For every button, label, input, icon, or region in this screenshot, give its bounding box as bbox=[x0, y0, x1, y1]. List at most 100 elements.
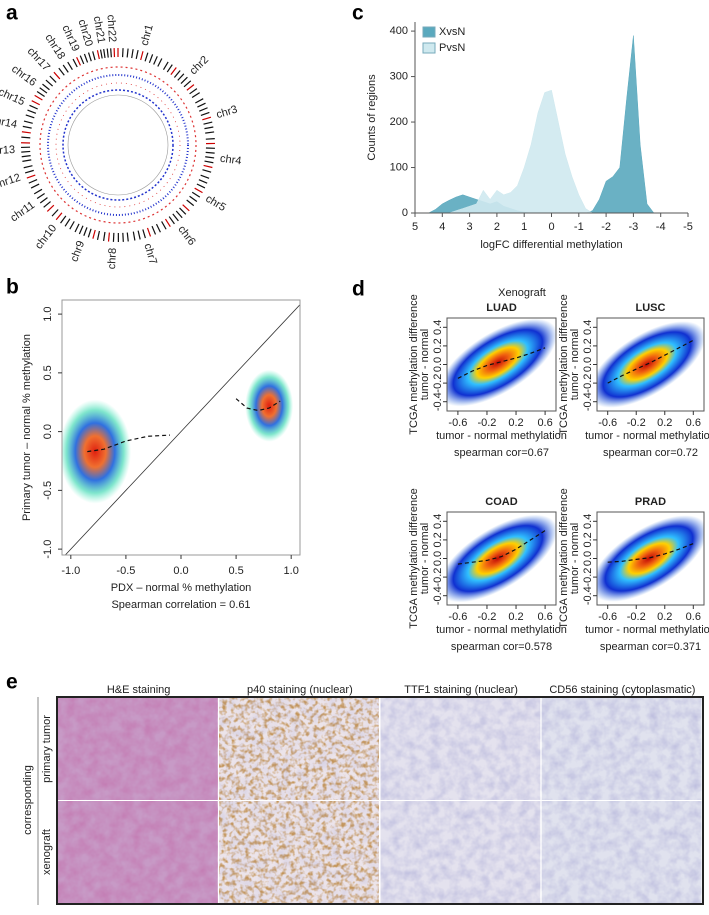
band bbox=[106, 48, 109, 58]
band bbox=[22, 125, 32, 129]
track bbox=[55, 82, 181, 208]
x-tick-label: 5 bbox=[412, 221, 418, 233]
column-header: H&E staining bbox=[107, 684, 171, 696]
panel-label: e bbox=[6, 671, 18, 694]
band bbox=[29, 104, 38, 110]
x-tick-label: -0.2 bbox=[477, 417, 496, 429]
band bbox=[78, 225, 84, 235]
plot-area bbox=[447, 514, 556, 603]
track bbox=[62, 89, 174, 201]
band bbox=[49, 75, 57, 83]
row-label: primary tumor bbox=[41, 715, 53, 783]
y-tick-label: 0.2 bbox=[582, 338, 594, 353]
panel-label: a bbox=[6, 2, 18, 25]
x-tick-label: 0.2 bbox=[657, 611, 672, 623]
x-tick-label: 0.6 bbox=[686, 417, 701, 429]
band bbox=[137, 230, 141, 240]
band bbox=[46, 204, 55, 212]
y-tick-label: 0.0 bbox=[432, 551, 444, 566]
band bbox=[203, 164, 213, 169]
band bbox=[205, 151, 215, 154]
band bbox=[200, 174, 210, 179]
band bbox=[51, 209, 59, 217]
micrograph-texture bbox=[219, 698, 379, 800]
band bbox=[205, 156, 215, 159]
band bbox=[197, 102, 206, 108]
band bbox=[83, 53, 89, 63]
group-label: corresponding bbox=[22, 765, 34, 835]
band bbox=[43, 201, 51, 208]
band bbox=[151, 225, 157, 235]
chromosome-label: chr9 bbox=[68, 239, 87, 263]
band bbox=[175, 210, 183, 219]
x-tick-label: -3 bbox=[629, 221, 639, 233]
y-tick-label: -0.4 bbox=[582, 392, 594, 411]
band bbox=[146, 227, 152, 237]
identity-line bbox=[64, 304, 300, 555]
band bbox=[196, 183, 206, 189]
band bbox=[62, 64, 69, 73]
band bbox=[203, 121, 213, 125]
plot-area bbox=[597, 515, 704, 602]
band bbox=[21, 136, 31, 139]
band bbox=[182, 204, 190, 212]
band bbox=[58, 67, 65, 76]
x-tick-label: 0.2 bbox=[657, 417, 672, 429]
band bbox=[31, 100, 41, 106]
band bbox=[144, 52, 149, 62]
band bbox=[39, 87, 48, 94]
x-tick-label: -4 bbox=[656, 221, 666, 233]
density-plot: -0.6 -0.2 0.2 0.6-0.4-0.20.00.20.4LUADtumor… bbox=[408, 294, 567, 459]
band bbox=[107, 232, 110, 242]
y-tick-label: -0.4 bbox=[432, 586, 444, 605]
micrograph-texture bbox=[380, 801, 541, 903]
subtitle: spearman cor=0.371 bbox=[600, 641, 701, 653]
y-tick-label: 0.0 bbox=[582, 551, 594, 566]
y-tick-label: -0.2 bbox=[432, 374, 444, 393]
x-tick-label: -0.5 bbox=[116, 565, 135, 577]
density-plot: -0.6 -0.2 0.2 0.6-0.4-0.20.00.20.4LUSCtumor… bbox=[558, 294, 709, 459]
x-tick-label: 2 bbox=[494, 221, 500, 233]
y-tick-label: 0.4 bbox=[432, 320, 444, 335]
band bbox=[69, 221, 75, 230]
trend-line bbox=[87, 398, 281, 453]
y-tick-label: 0.0 bbox=[582, 357, 594, 372]
band bbox=[186, 199, 195, 207]
x-tick-label: 1.0 bbox=[284, 565, 299, 577]
band bbox=[96, 230, 101, 240]
x-tick-label: -0.2 bbox=[627, 611, 646, 623]
band bbox=[189, 88, 198, 95]
band bbox=[64, 218, 71, 227]
band bbox=[162, 61, 169, 70]
band bbox=[186, 84, 195, 91]
band bbox=[173, 70, 181, 78]
band bbox=[132, 231, 136, 241]
y-tick-label: 0.0 bbox=[432, 357, 444, 372]
y-tick-label: -0.4 bbox=[432, 392, 444, 411]
subtitle: spearman cor=0.67 bbox=[454, 447, 549, 459]
band bbox=[202, 169, 212, 173]
y-tick-label: 0.2 bbox=[582, 532, 594, 547]
y-tick-label: 0.0 bbox=[42, 424, 54, 439]
band bbox=[204, 126, 214, 130]
panel-e: e corresponding H&E staining p40 staining… bbox=[6, 671, 704, 905]
chromosome-label: chr21 bbox=[91, 15, 107, 44]
y-axis-label: tumor - normal bbox=[419, 329, 431, 401]
band bbox=[157, 58, 163, 67]
x-tick-label: -0.6 bbox=[448, 611, 467, 623]
band bbox=[177, 73, 185, 81]
x-tick-label: 0.0 bbox=[173, 565, 188, 577]
plot-area bbox=[597, 321, 704, 408]
column-header: p40 staining (nuclear) bbox=[247, 684, 353, 696]
plot-title: LUSC bbox=[636, 302, 666, 314]
band bbox=[180, 76, 188, 84]
track bbox=[67, 94, 169, 196]
band bbox=[183, 80, 192, 88]
x-tick-label: 0.6 bbox=[686, 611, 701, 623]
band bbox=[200, 111, 210, 117]
x-axis-label: tumor - normal methylation bbox=[436, 430, 567, 442]
band bbox=[191, 191, 201, 198]
y-axis-label: tumor - normal bbox=[569, 329, 581, 401]
y-tick-label: 100 bbox=[390, 161, 408, 173]
